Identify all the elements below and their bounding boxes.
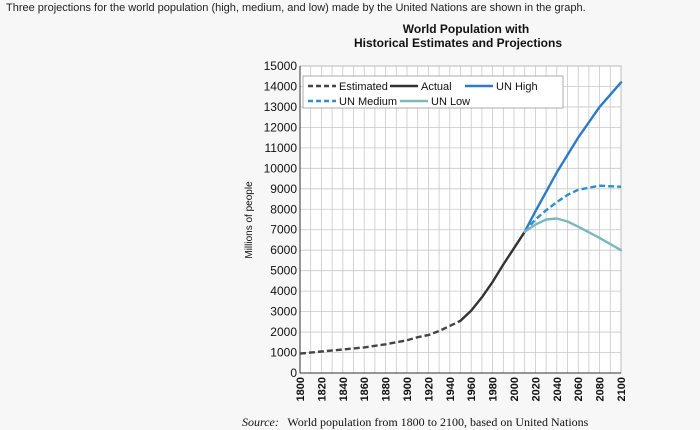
source-label: Source: — [242, 415, 279, 429]
x-tick-label: 1920 — [423, 377, 435, 401]
series-line-un-medium — [523, 184, 622, 233]
x-tick-label: 1820 — [316, 377, 328, 401]
x-tick-label: 2020 — [530, 377, 542, 401]
series-line-actual — [459, 230, 526, 322]
x-tick-label: 2100 — [616, 377, 628, 401]
y-tick-label: 4000 — [270, 284, 297, 298]
x-tick-label: 2000 — [509, 377, 521, 401]
legend-label-un-low: UN Low — [431, 96, 470, 108]
legend-label-actual: Actual — [421, 81, 452, 93]
source-caption: Source: World population from 1800 to 21… — [242, 413, 589, 430]
source-text: World population from 1800 to 2100, base… — [287, 415, 588, 429]
x-tick-label: 1980 — [488, 377, 500, 401]
chart-title: World Population with — [403, 22, 529, 36]
y-tick-label: 15000 — [264, 59, 298, 73]
x-tick-label: 1900 — [402, 377, 414, 401]
y-tick-label: 14000 — [264, 79, 298, 93]
y-tick-label: 12000 — [264, 120, 298, 134]
x-tick-label: 2040 — [552, 377, 564, 401]
legend: Estimated Actual UN High UN Medium UN Lo… — [302, 75, 564, 109]
x-tick-label: 2080 — [595, 377, 607, 401]
y-tick-label: 9000 — [270, 182, 297, 196]
series-line-un-high — [523, 81, 623, 234]
y-tick-label: 3000 — [270, 305, 297, 319]
y-tick-label: 6000 — [270, 243, 297, 257]
x-tick-label: 1880 — [381, 377, 393, 401]
y-tick-label: 11000 — [265, 141, 298, 155]
question-text: Three projections for the world populati… — [6, 2, 586, 14]
legend-label-un-medium: UN Medium — [339, 96, 397, 108]
x-tick-label: 1860 — [359, 377, 371, 401]
y-tick-label: 2000 — [270, 325, 297, 339]
series-line-estimated — [299, 319, 462, 355]
chart-subtitle: Historical Estimates and Projections — [354, 36, 562, 50]
y-axis-label: Millions of people — [244, 181, 255, 259]
x-tick-label: 1940 — [445, 377, 457, 401]
x-tick-label: 1800 — [295, 377, 307, 401]
x-tick-label: 1960 — [466, 377, 478, 401]
y-tick-label: 13000 — [264, 100, 298, 114]
legend-box — [302, 75, 564, 109]
grid — [299, 65, 622, 374]
y-tick-label: 1000 — [270, 346, 297, 360]
y-tick-label: 7000 — [270, 223, 297, 237]
y-tick-label: 5000 — [270, 264, 297, 278]
y-tick-label: 8000 — [270, 202, 297, 216]
series-line-un-low — [523, 217, 623, 252]
legend-label-estimated: Estimated — [339, 81, 388, 93]
legend-label-un-high: UN High — [496, 81, 538, 93]
x-tick-label: 1840 — [338, 377, 350, 401]
x-tick-label: 2060 — [573, 377, 585, 401]
y-ticks: 0 1000 2000 3000 4000 5000 6000 7000 8000 9000 100… — [264, 59, 298, 380]
y-tick-label: 10000 — [264, 161, 298, 175]
series-lines — [299, 81, 623, 355]
x-ticks: 1800 1820 1840 1860 1880 1900 1920 1940 1960 1980… — [295, 377, 628, 401]
y-tick-label: 0 — [290, 366, 297, 380]
